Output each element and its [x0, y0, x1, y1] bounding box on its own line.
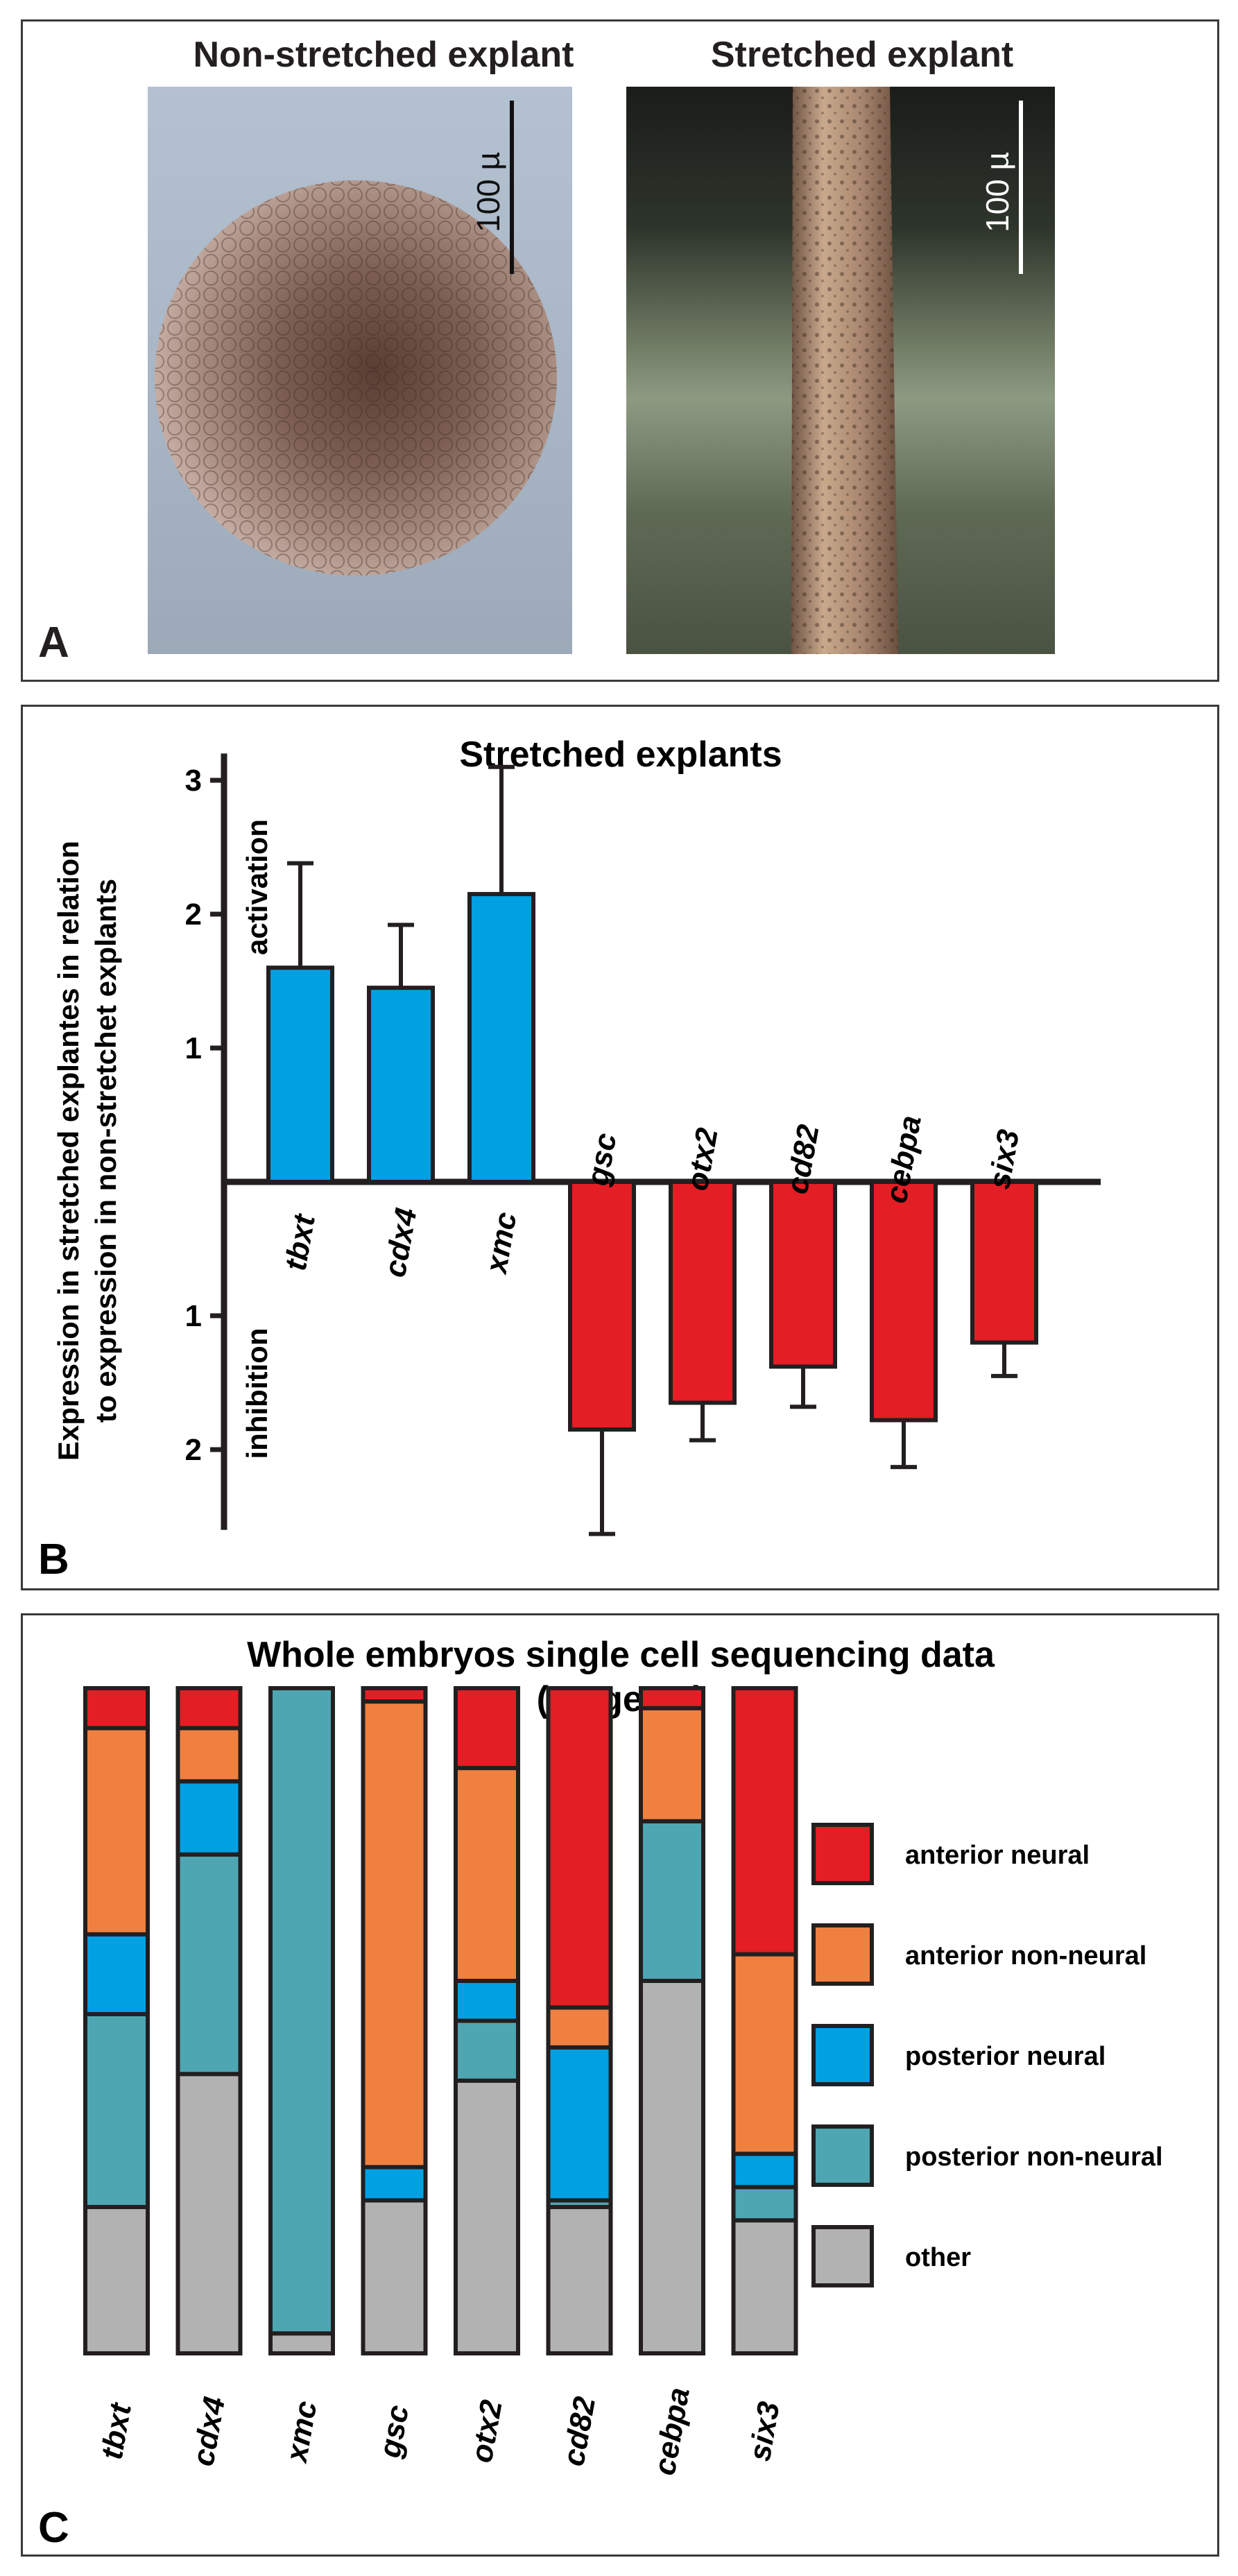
left-scale-bar [510, 101, 514, 274]
legend-label-other: other [905, 2243, 971, 2272]
segment-cebpa-posterior-non-neural [639, 1819, 705, 1983]
segment-cd82-other [546, 2205, 613, 2356]
legend-swatch-posterior-non-neural [811, 2124, 874, 2187]
activation-label: activation [241, 819, 273, 955]
non-stretched-explant-image [155, 180, 557, 576]
segment-six3-anterior-neural [731, 1686, 798, 1957]
segment-cebpa-other [639, 1978, 705, 2355]
category-label-tbxt: tbxt [95, 2399, 139, 2462]
panel-c-letter: C [38, 2504, 69, 2552]
bar-cdx4 [367, 986, 435, 1184]
right-scale-label: 100 µ [979, 151, 1015, 232]
bar-cd82 [769, 1180, 837, 1369]
category-label-cdx4: cdx4 [186, 2394, 232, 2468]
segment-otx2-other [454, 2078, 520, 2355]
segment-gsc-anterior-non-neural [361, 1699, 428, 2170]
bar-tbxt [266, 965, 334, 1184]
category-label-xmc: xmc [479, 1210, 524, 1277]
segment-otx2-anterior-non-neural [454, 1766, 520, 1983]
segment-cdx4-anterior-non-neural [175, 1726, 243, 1784]
y-tick-label: 2 [185, 1433, 202, 1467]
segment-cd82-anterior-non-neural [546, 2005, 613, 2050]
category-label-xmc: xmc [280, 2398, 324, 2466]
segment-xmc-posterior-non-neural [268, 1686, 335, 2336]
category-label-cdx4: cdx4 [378, 1205, 424, 1280]
legend-label-posterior-neural: posterior neural [905, 2042, 1106, 2071]
segment-gsc-posterior-neural [361, 2165, 428, 2203]
segment-cdx4-posterior-non-neural [175, 1852, 243, 2077]
chart-b-ylabel-line2: to expression in non-stretchet explants [89, 879, 122, 1423]
non-stretched-explant-photo: 100 µ [148, 87, 572, 654]
y-tick-label: 1 [185, 1031, 202, 1065]
segment-cebpa-anterior-neural [639, 1686, 705, 1710]
panel-a-letter: A [38, 619, 69, 667]
panel-a-left-title: Non-stretched explant [193, 35, 574, 75]
chart-c-title-line1: Whole embryos single cell sequencing dat… [247, 1635, 995, 1675]
segment-cebpa-anterior-non-neural [639, 1706, 705, 1823]
segment-cd82-anterior-neural [546, 1686, 613, 2010]
segment-gsc-anterior-neural [361, 1686, 428, 1704]
inhibition-label: inhibition [241, 1328, 273, 1459]
bar-six3 [970, 1180, 1038, 1345]
legend-label-posterior-non-neural: posterior non-neural [905, 2143, 1163, 2172]
segment-tbxt-other [83, 2205, 150, 2356]
panel-b: Stretched explants Expression in stretch… [21, 705, 1219, 1590]
left-scale-label: 100 µ [470, 151, 506, 232]
panel-b-letter: B [38, 1536, 69, 1583]
right-scale-bar [1019, 101, 1023, 274]
legend-label-anterior-neural: anterior neural [905, 1841, 1090, 1870]
bar-otx2 [669, 1180, 737, 1405]
segment-cd82-posterior-neural [546, 2045, 613, 2203]
segment-cdx4-posterior-neural [175, 1779, 243, 1857]
segment-otx2-posterior-neural [454, 1978, 520, 2023]
legend-swatch-posterior-neural [811, 2024, 874, 2086]
stretched-explant-photo: 100 µ [626, 87, 1055, 654]
bar-xmc [467, 892, 535, 1184]
panel-c: Whole embryos single cell sequencing dat… [21, 1613, 1219, 2557]
bar-gsc [568, 1180, 636, 1432]
category-label-otx2: otx2 [465, 2397, 509, 2465]
legend-label-anterior-non-neural: anterior non-neural [905, 1941, 1146, 1970]
legend-swatch-other [811, 2225, 874, 2287]
chart-b-ylabel-line1: Expression in stretched explantes in rel… [52, 841, 85, 1461]
panel-a-right-title: Stretched explant [710, 35, 1014, 75]
segment-tbxt-posterior-non-neural [83, 2011, 150, 2210]
bar-cebpa [870, 1180, 938, 1423]
segment-six3-anterior-non-neural [731, 1952, 798, 2156]
category-label-cd82: cd82 [556, 2394, 602, 2468]
segment-tbxt-anterior-non-neural [83, 1726, 150, 1937]
segment-tbxt-anterior-neural [83, 1686, 150, 1731]
segment-gsc-other [361, 2198, 428, 2355]
segment-cdx4-anterior-neural [175, 1686, 243, 1731]
y-tick-label: 2 [185, 898, 202, 931]
category-label-gsc: gsc [372, 2403, 415, 2461]
segment-xmc-other [268, 2331, 335, 2355]
category-label-tbxt: tbxt [279, 1210, 323, 1273]
panel-a: Non-stretched explant Stretched explant … [21, 19, 1219, 682]
legend-swatch-anterior-neural [811, 1823, 874, 1885]
segment-cdx4-other [175, 2072, 243, 2355]
segment-six3-other [731, 2218, 798, 2356]
segment-tbxt-posterior-neural [83, 1932, 150, 2016]
single-cell-stacked-chart: Whole embryos single cell sequencing dat… [38, 1635, 1163, 2552]
y-tick-label: 1 [185, 1299, 202, 1333]
category-label-six3: six3 [743, 2399, 786, 2464]
segment-otx2-anterior-neural [454, 1686, 520, 1771]
stretched-explant-image [791, 87, 898, 654]
legend-swatch-anterior-non-neural [811, 1923, 874, 1986]
segment-otx2-posterior-non-neural [454, 2018, 520, 2083]
expression-bar-chart: Stretched explants Expression in stretch… [38, 735, 1101, 1583]
segment-six3-posterior-non-neural [731, 2185, 798, 2223]
y-tick-label: 3 [185, 764, 202, 798]
segment-six3-posterior-neural [731, 2152, 798, 2190]
category-label-cebpa: cebpa [648, 2385, 696, 2478]
